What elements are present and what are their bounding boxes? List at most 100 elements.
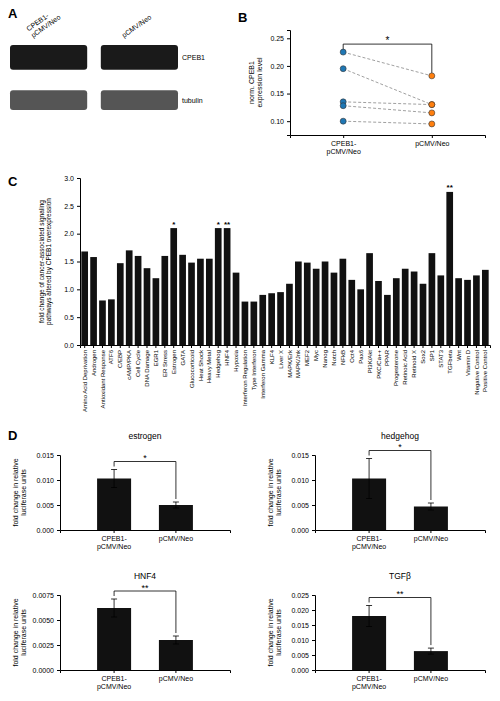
tick-label: 1.5: [64, 258, 74, 265]
y-axis-label: fold change in relativeluciferase units: [267, 458, 282, 526]
bar: [135, 256, 142, 345]
tick-label: Glucocorticoid: [189, 350, 195, 388]
tick-label: 0.005: [36, 502, 54, 509]
tick-label: 0.005: [291, 502, 309, 509]
tick-label: DNA Damage: [144, 349, 150, 386]
tick-label: 0.000: [291, 667, 309, 674]
tick-mark: [77, 178, 80, 179]
tick-mark: [396, 345, 397, 348]
error-bar: [366, 606, 372, 627]
tick-mark: [114, 530, 115, 533]
x-tick: ER Stress: [162, 345, 168, 377]
y-tick: 0.005: [36, 502, 60, 509]
x-tick: Heat Shock: [198, 345, 204, 381]
tick-label: PPAR: [384, 349, 390, 366]
bar: [473, 275, 480, 345]
x-tick: Interferon Regulation: [242, 345, 248, 406]
tick-mark: [431, 345, 432, 348]
tick-label: ER Stress: [162, 350, 168, 377]
x-tick: Retinoic Acid: [402, 345, 408, 385]
tick-mark: [191, 345, 192, 348]
tick-label: pCMV/Neo: [414, 535, 448, 543]
x-tick: pCMV/Neo: [159, 670, 193, 683]
x-tick: Hypoxia: [233, 345, 239, 372]
tick-mark: [200, 345, 201, 348]
text-line: CPEB1-: [101, 675, 127, 682]
tick-mark: [57, 455, 60, 456]
plot-area: [352, 459, 448, 531]
tick-label: Myc: [313, 350, 319, 361]
bar: [206, 259, 213, 345]
y-tick: 0.025: [291, 592, 315, 599]
tick-label: Antioxidant Response: [100, 349, 106, 408]
series-line: [343, 52, 432, 76]
tick-mark: [262, 345, 263, 348]
y-tick: 2.0: [64, 230, 80, 237]
text-line: CPEB1-: [331, 140, 357, 147]
significance-bracket: [114, 591, 176, 633]
text-line: CPEB1-: [101, 535, 127, 542]
y-tick: 0.015: [291, 622, 315, 629]
tick-label: Amino Acid Deprivation: [82, 350, 88, 412]
tick-mark: [280, 345, 281, 348]
tick-label: pCMV/Neo: [159, 675, 193, 683]
tick-mark: [405, 345, 406, 348]
text-line: pCMV/Neo: [97, 543, 131, 551]
tick-mark: [77, 345, 80, 346]
tick-label: 0.015: [291, 622, 309, 629]
chart-title: HNF4: [134, 571, 156, 581]
y-tick: 0.015: [291, 452, 315, 459]
tick-mark: [227, 345, 228, 348]
tick-mark: [430, 670, 431, 673]
bar: [429, 253, 436, 345]
tick-mark: [449, 345, 450, 348]
y-tick: 3.0: [64, 175, 80, 182]
x-tick: Heavy Metal: [206, 345, 212, 383]
tick-mark: [244, 345, 245, 348]
y-tick: 0.0000: [33, 667, 60, 674]
y-axis-label: fold change in relativeluciferase units: [12, 598, 27, 666]
tick-mark: [369, 530, 370, 533]
tick-mark: [114, 670, 115, 673]
y-tick: 0.0075: [33, 592, 60, 599]
bar: [402, 269, 409, 345]
tick-label: 0.000: [36, 527, 54, 534]
tick-mark: [77, 289, 80, 290]
tick-label: Estrogen: [171, 350, 177, 374]
y-tick: 0.25: [270, 35, 290, 42]
text-line: fold change in relative: [267, 598, 275, 666]
bar: [411, 272, 418, 345]
tick-mark: [312, 530, 315, 531]
tick-label: 0.015: [36, 452, 54, 459]
error-bar: [173, 502, 179, 508]
tick-mark: [120, 345, 121, 348]
tick-mark: [182, 345, 183, 348]
text-line: fold change in relative: [12, 598, 20, 666]
x-tick: pCMV/Neo: [159, 530, 193, 543]
tick-label: 0.010: [291, 637, 309, 644]
tick-mark: [57, 595, 60, 596]
bar: [224, 228, 231, 345]
blot-band: [10, 45, 87, 70]
x-axis: CPEB1-pCMV/NeopCMV/Neo: [61, 670, 231, 691]
axis-line: [57, 596, 61, 671]
bar: [437, 275, 444, 345]
text-line: pCMV/Neo: [121, 13, 154, 39]
tick-mark: [77, 317, 80, 318]
tick-mark: [57, 620, 60, 621]
chart-title: TGFβ: [389, 571, 411, 581]
panel: 0.0000.0050.0100.015CPEB1-pCMV/NeopCMV/N…: [267, 431, 486, 551]
x-tick: CPEB1-pCMV/Neo: [352, 530, 386, 551]
axis-line: [61, 531, 231, 534]
chart-root: CPEB1tubulinCPEB1-pCMV/NeopCMV/NeoA0.100…: [0, 0, 500, 701]
error-bar: [173, 636, 179, 644]
tick-mark: [360, 345, 361, 348]
tick-label: Nanog: [322, 350, 328, 368]
x-tick: Positive Control: [482, 345, 488, 392]
text-line: luciferase units: [275, 469, 282, 516]
y-axis: 0.100.150.200.25: [270, 31, 290, 136]
tick-mark: [476, 345, 477, 348]
x-tick: MEF2: [304, 345, 310, 366]
chart-title: hedgehog: [381, 431, 419, 441]
x-tick: Progesterone: [393, 345, 399, 386]
